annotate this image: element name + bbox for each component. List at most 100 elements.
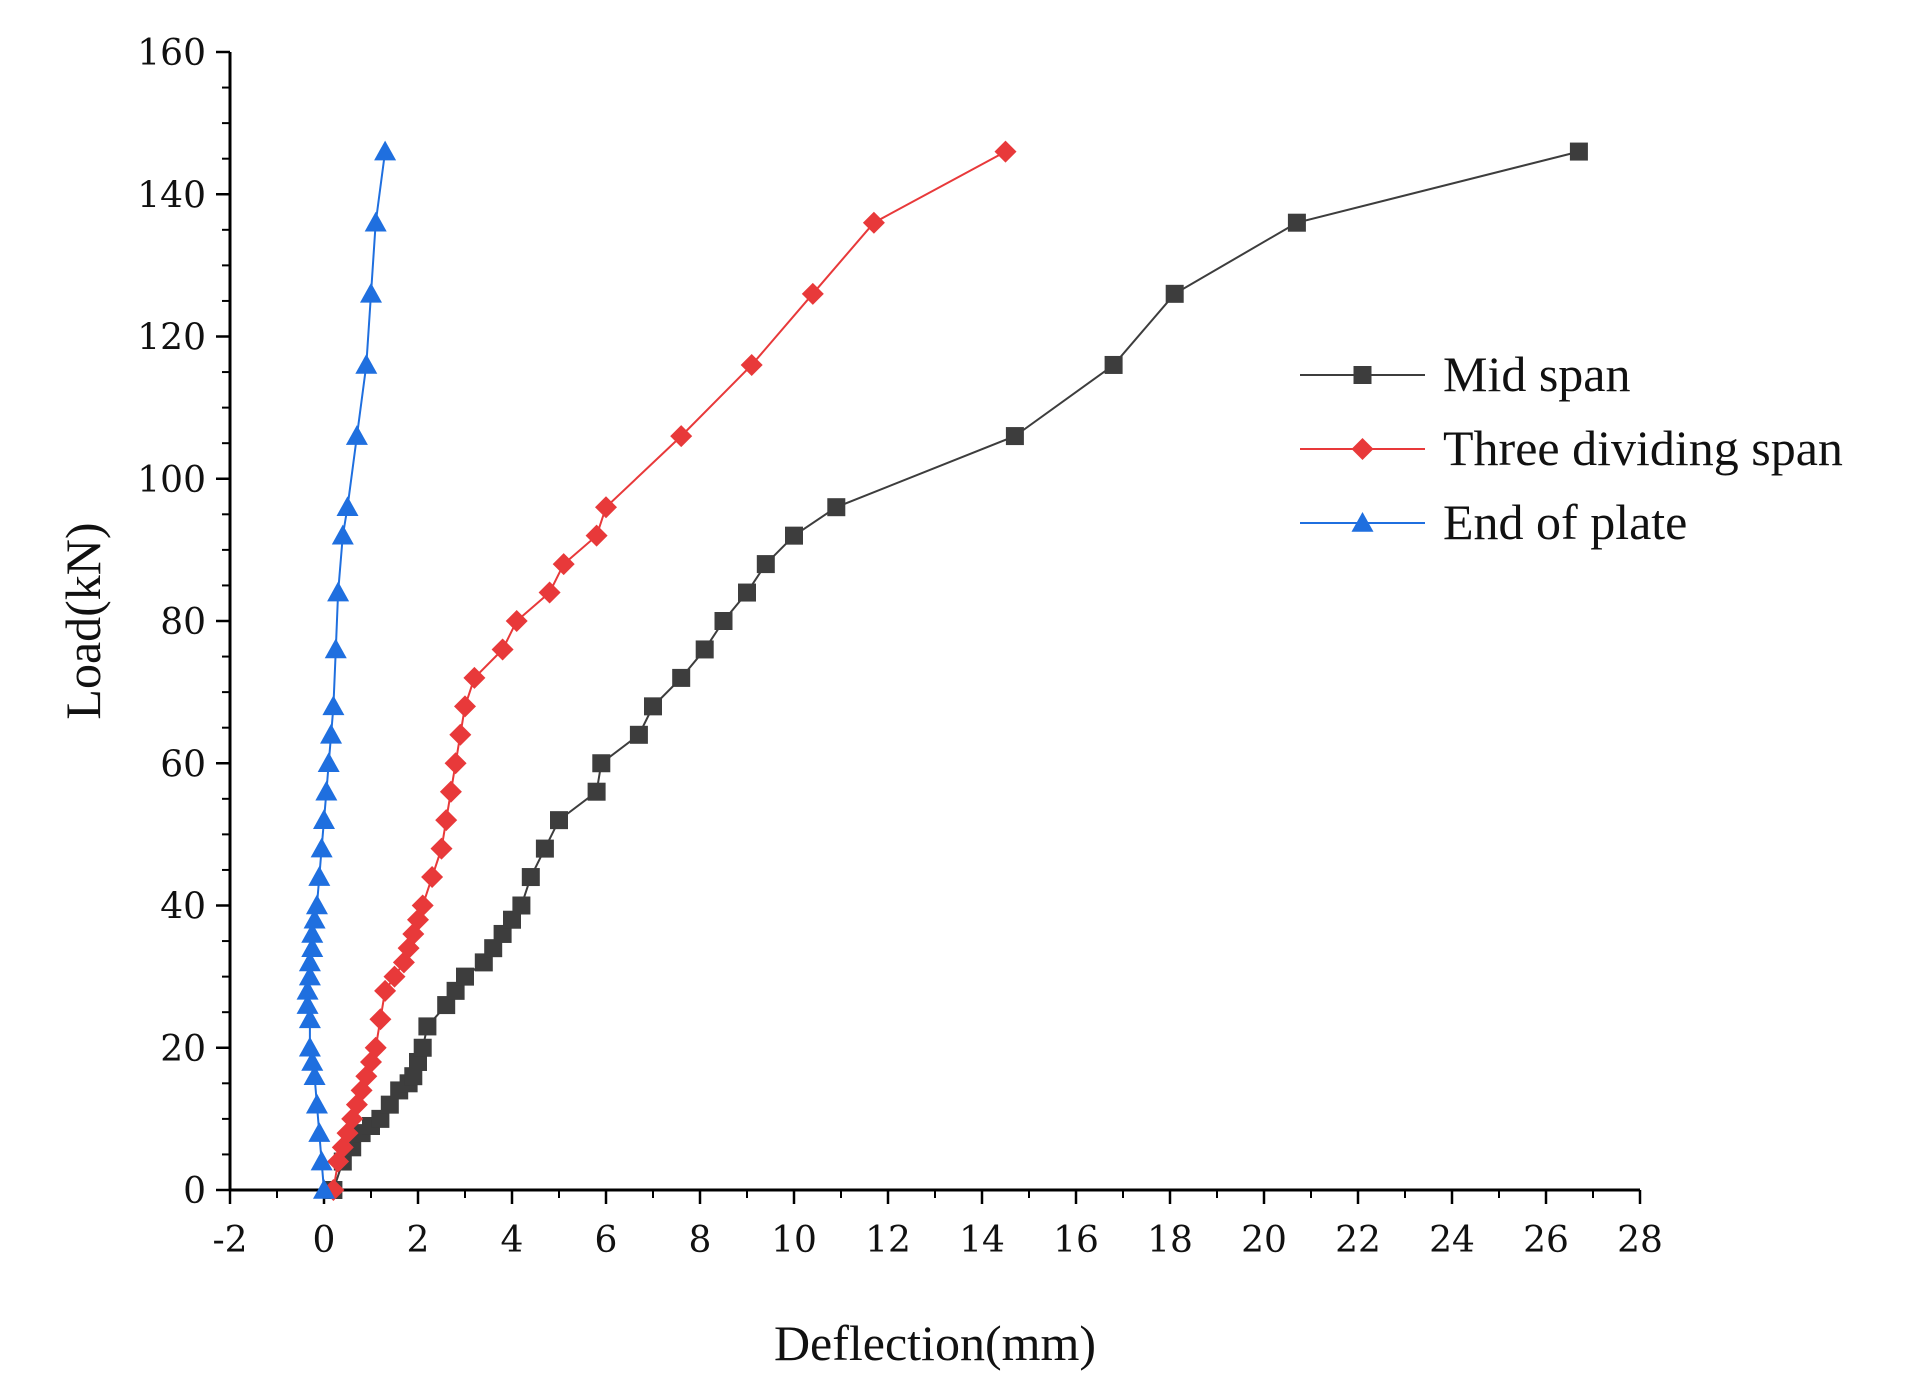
data-point (644, 697, 662, 716)
data-point (317, 752, 340, 773)
data-point (1287, 213, 1306, 232)
data-point (695, 640, 714, 659)
axes (228, 52, 1640, 1192)
y-tick-label: 120 (137, 318, 206, 359)
y-tick-label: 80 (160, 602, 206, 643)
x-tick-label: 28 (1617, 1220, 1663, 1261)
x-tick-label: 26 (1523, 1220, 1569, 1261)
data-point (296, 994, 319, 1014)
series-line (332, 150, 1580, 1191)
data-point (756, 555, 775, 574)
legend-label: Three dividing span (1443, 420, 1843, 476)
data-point (298, 1036, 321, 1057)
x-tick-label: 6 (595, 1220, 618, 1261)
data-point (374, 979, 397, 1002)
data-point (1569, 142, 1588, 161)
x-tick-label: -2 (212, 1220, 247, 1261)
data-point (327, 581, 350, 602)
data-point (298, 1008, 321, 1029)
data-point (301, 937, 324, 957)
data-point (301, 922, 324, 943)
data-point (595, 496, 617, 519)
x-tick-label: 8 (689, 1220, 712, 1261)
legend-label: Mid span (1443, 346, 1631, 402)
x-tick-label: 12 (865, 1220, 911, 1261)
data-point (437, 996, 456, 1015)
data-point (324, 638, 347, 659)
y-tick-label: 160 (137, 33, 206, 74)
data-point (1005, 427, 1024, 446)
data-point (296, 979, 319, 1000)
data-point (1104, 355, 1123, 374)
data-point (413, 1038, 432, 1057)
data-point (994, 140, 1017, 163)
data-point (345, 425, 368, 445)
data-point (380, 1095, 399, 1114)
data-point (364, 211, 387, 232)
data-point (369, 1008, 392, 1031)
data-point (552, 553, 575, 576)
data-point (785, 526, 803, 545)
data-point (446, 981, 465, 1000)
data-point (491, 638, 514, 661)
legend-marker (1351, 438, 1374, 460)
data-point (305, 1093, 328, 1114)
data-point (521, 868, 540, 887)
data-point (862, 211, 885, 234)
data-point (738, 583, 756, 602)
y-tick-label: 0 (183, 1171, 206, 1212)
data-point (550, 811, 568, 830)
data-point (383, 965, 406, 988)
x-tick-label: 10 (771, 1220, 817, 1261)
data-point (418, 1017, 437, 1036)
series-1 (322, 140, 1017, 1201)
data-point (364, 1036, 387, 1059)
legend-item: Three dividing span (1300, 420, 1843, 476)
data-point (404, 1067, 423, 1086)
data-point (411, 894, 434, 917)
data-point (463, 666, 486, 689)
legend-item: End of plate (1300, 494, 1687, 550)
y-axis-title: Load(kN) (55, 522, 111, 719)
y-tick-label: 140 (137, 175, 206, 216)
data-point (315, 780, 338, 801)
data-point (629, 725, 648, 744)
y-tick-label: 40 (160, 887, 206, 928)
legend-label: End of plate (1443, 494, 1687, 550)
data-point (313, 809, 335, 829)
data-point (670, 425, 693, 448)
data-point (535, 839, 554, 858)
data-point (587, 782, 606, 801)
data-point (355, 353, 378, 374)
data-point (301, 1050, 324, 1071)
data-point (456, 967, 474, 986)
data-point (303, 1065, 326, 1085)
data-point (336, 496, 359, 516)
data-point (454, 695, 476, 718)
data-point (538, 581, 561, 604)
series-2 (296, 140, 397, 1199)
x-tick-label: 22 (1335, 1220, 1381, 1261)
data-point (474, 953, 493, 972)
data-point (322, 695, 345, 716)
data-point (801, 282, 824, 305)
x-tick-label: 20 (1241, 1220, 1287, 1261)
data-point (484, 939, 503, 958)
data-point (331, 524, 354, 545)
y-tick-label: 20 (160, 1029, 206, 1070)
data-point (313, 1179, 335, 1199)
data-point (430, 837, 453, 860)
y-tick-label: 100 (137, 460, 206, 501)
data-point (305, 894, 328, 915)
series-line (306, 151, 387, 1191)
data-point (585, 524, 608, 547)
data-point (827, 498, 846, 517)
ticks: -2 0 2 4 6 8 10 12 14 16 18 20 22 24 26 280204060801001… (137, 33, 1663, 1261)
data-point (360, 282, 382, 303)
x-tick-label: 16 (1053, 1220, 1099, 1261)
data-point (310, 1150, 333, 1171)
x-tick-label: 14 (959, 1220, 1005, 1261)
legend-marker (1351, 512, 1374, 532)
